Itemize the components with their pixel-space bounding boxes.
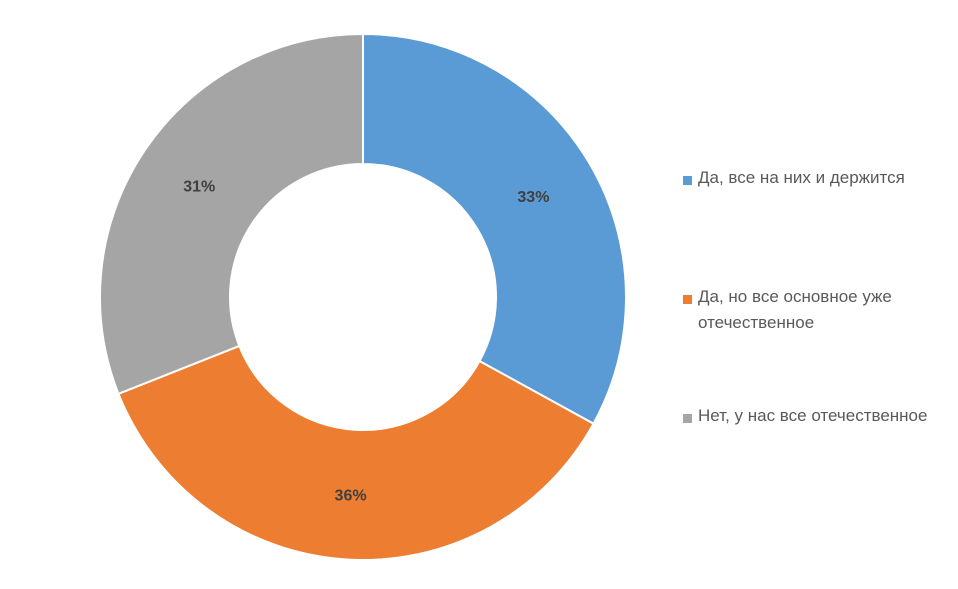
legend-label: Да, все на них и держится bbox=[698, 168, 905, 187]
legend-marker bbox=[683, 176, 692, 185]
doughnut-slice bbox=[117, 344, 595, 561]
doughnut-slice bbox=[362, 32, 627, 426]
legend-label: Да, но все основное уже отечественное bbox=[698, 287, 892, 332]
legend-marker bbox=[683, 295, 692, 304]
data-label: 33% bbox=[517, 189, 549, 206]
legend-item: Нет, у нас все отечественное bbox=[683, 406, 953, 429]
legend-item: Да, но все основное уже отечественное bbox=[683, 287, 953, 336]
data-label: 31% bbox=[183, 179, 215, 196]
legend-label: Нет, у нас все отечественное bbox=[698, 406, 928, 425]
doughnut-slice bbox=[99, 32, 364, 396]
legend-item: Да, все на них и держится bbox=[683, 168, 953, 191]
legend-marker bbox=[683, 414, 692, 423]
data-label: 36% bbox=[335, 488, 367, 505]
